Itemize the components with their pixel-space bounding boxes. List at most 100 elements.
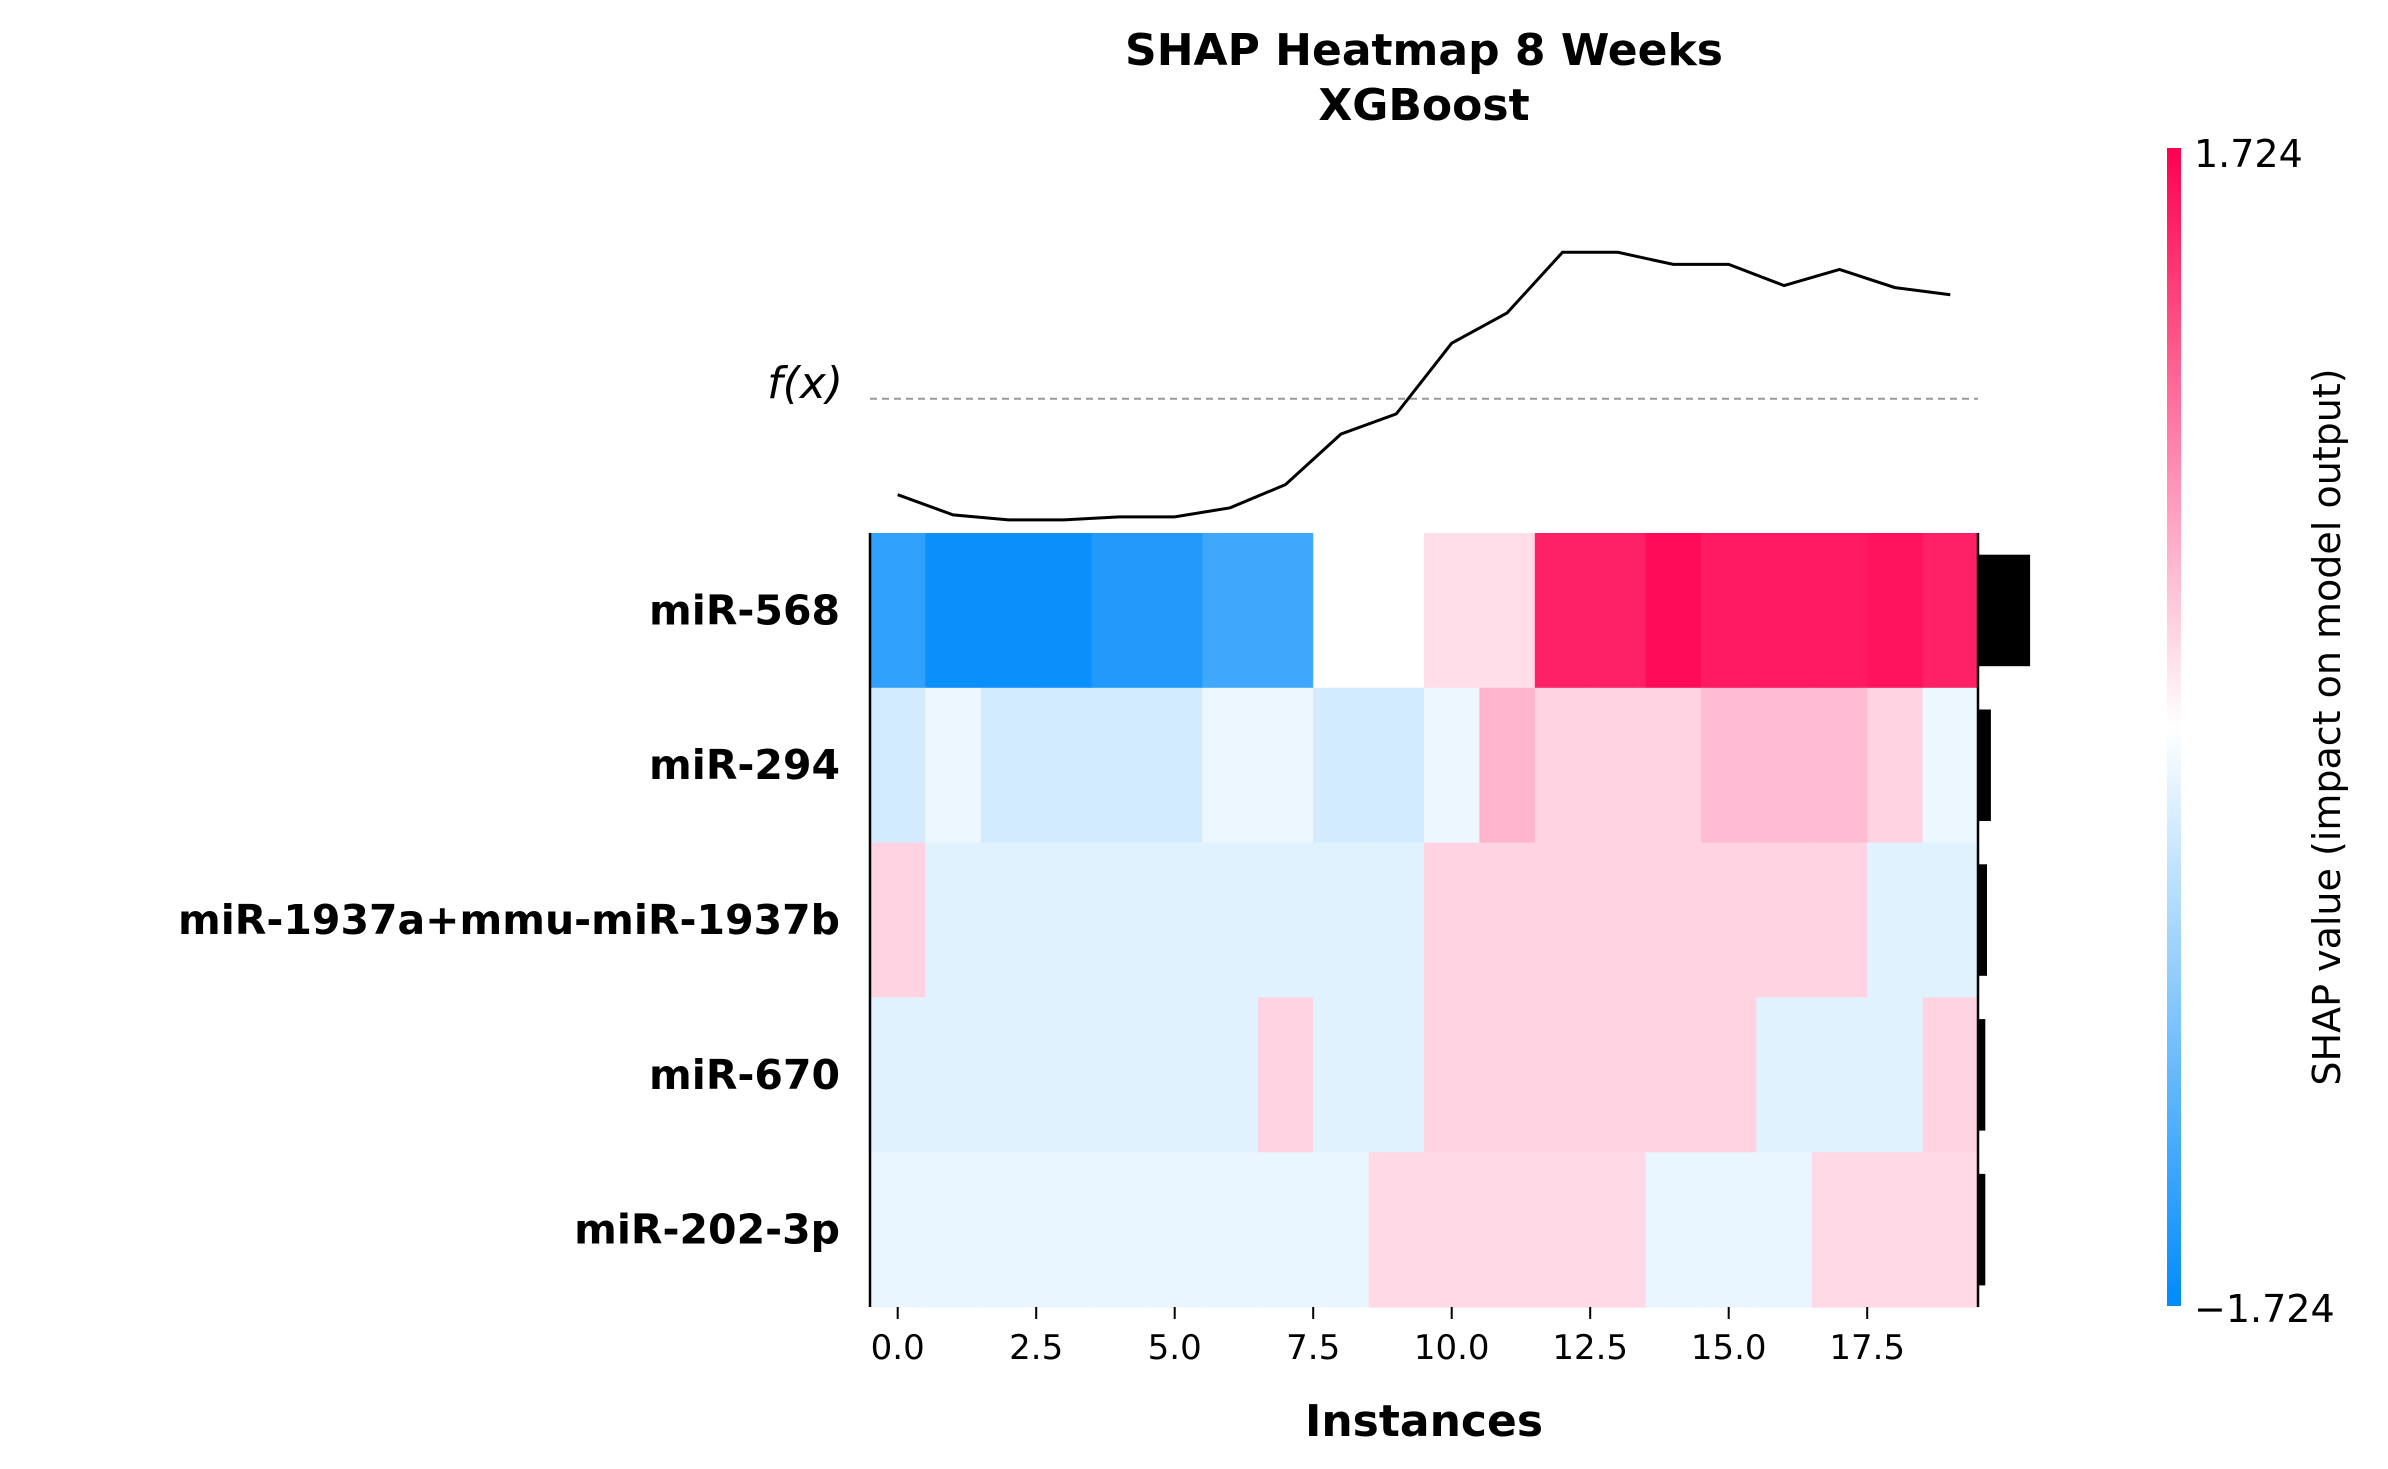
heatmap-cell	[1756, 842, 1813, 998]
heatmap-cell	[1922, 997, 1979, 1153]
heatmap-cell	[1811, 533, 1868, 689]
heatmap-cell	[1147, 997, 1203, 1153]
heatmap-cell	[1313, 842, 1370, 998]
colorbar	[2167, 148, 2181, 1306]
heatmap-cell	[1147, 842, 1203, 998]
heatmap-cell	[870, 842, 926, 998]
heatmap-cell	[1590, 1152, 1647, 1308]
heatmap-cell	[925, 842, 982, 998]
heatmap-cell	[980, 1152, 1037, 1308]
feature-importance-bars	[1978, 554, 2031, 1286]
x-tick-label: 10.0	[1414, 1328, 1490, 1368]
x-tick-label: 15.0	[1691, 1328, 1767, 1368]
chart-title: SHAP Heatmap 8 Weeks	[1125, 25, 1723, 76]
heatmap-cell	[870, 997, 926, 1153]
importance-bar	[1978, 1173, 1986, 1286]
heatmap-cell	[1424, 687, 1480, 844]
heatmap-cell	[1811, 997, 1868, 1153]
x-tick-label: 5.0	[1148, 1328, 1202, 1368]
heatmap-cell	[1922, 842, 1979, 998]
fx-label: f(x)	[767, 358, 843, 409]
heatmap-cell	[1590, 533, 1647, 689]
heatmap-cell	[1202, 842, 1259, 998]
heatmap-cell	[1867, 533, 1924, 689]
importance-bar	[1978, 554, 2031, 667]
heatmap-cell	[1202, 687, 1259, 844]
heatmap-cell	[1091, 1152, 1148, 1308]
heatmap-cell	[1091, 842, 1148, 998]
colorbar-min-label: −1.724	[2194, 1287, 2335, 1331]
heatmap-cell	[1257, 687, 1314, 844]
heatmap-cell	[1922, 533, 1979, 689]
heatmap-cell	[1645, 687, 1702, 844]
heatmap-cell	[1091, 533, 1148, 689]
heatmap-cell	[1036, 997, 1093, 1153]
heatmap-cell	[1701, 533, 1757, 689]
heatmap-cell	[1534, 1152, 1591, 1308]
heatmap-cell	[1534, 997, 1591, 1153]
heatmap-cell	[1257, 997, 1314, 1153]
heatmap-cell	[1147, 1152, 1203, 1308]
heatmap-cell	[1922, 687, 1979, 844]
x-tick-label: 2.5	[1009, 1328, 1063, 1368]
heatmap-cell	[1590, 997, 1647, 1153]
heatmap-cell	[1922, 1152, 1979, 1308]
importance-bar	[1978, 1019, 1986, 1131]
heatmap-cells	[870, 533, 1979, 1308]
heatmap-cell	[1811, 1152, 1868, 1308]
heatmap-cell	[1424, 997, 1480, 1153]
heatmap-cell	[1534, 533, 1591, 689]
heatmap-cell	[870, 533, 926, 689]
heatmap-cell	[980, 533, 1037, 689]
colorbar-max-label: 1.724	[2194, 132, 2303, 176]
heatmap-cell	[980, 997, 1037, 1153]
heatmap-cell	[1756, 997, 1813, 1153]
x-tick-label: 7.5	[1286, 1328, 1340, 1368]
heatmap-cell	[925, 1152, 982, 1308]
heatmap-cell	[1867, 1152, 1924, 1308]
heatmap-cell	[1368, 842, 1425, 998]
heatmap-cell	[1701, 997, 1757, 1153]
heatmap-cell	[1036, 1152, 1093, 1308]
fx-line	[897, 250, 1951, 522]
x-axis-label: Instances	[1305, 1396, 1543, 1447]
heatmap-cell	[1036, 842, 1093, 998]
heatmap-cell	[1147, 687, 1203, 844]
heatmap-cell	[1479, 842, 1536, 998]
heatmap-cell	[1756, 533, 1813, 689]
x-tick-label: 17.5	[1829, 1328, 1905, 1368]
feature-label: miR-1937a+mmu-miR-1937b	[178, 896, 840, 944]
heatmap-cell	[1756, 1152, 1813, 1308]
heatmap-cell	[1368, 687, 1425, 844]
heatmap-cell	[1147, 533, 1203, 689]
heatmap-cell	[1867, 842, 1924, 998]
heatmap-cell	[1645, 997, 1702, 1153]
importance-bar	[1978, 709, 1991, 821]
heatmap-cell	[1313, 997, 1370, 1153]
colorbar-label: SHAP value (impact on model output)	[2305, 368, 2349, 1085]
heatmap-cell	[1257, 533, 1314, 689]
heatmap-cell	[1257, 1152, 1314, 1308]
x-tick-label: 12.5	[1552, 1328, 1628, 1368]
heatmap-cell	[925, 997, 982, 1153]
heatmap-cell	[1701, 1152, 1757, 1308]
heatmap-cell	[980, 842, 1037, 998]
heatmap-cell	[1424, 1152, 1480, 1308]
heatmap-cell	[1313, 687, 1370, 844]
heatmap-cell	[1368, 997, 1425, 1153]
heatmap-cell	[1645, 1152, 1702, 1308]
heatmap-cell	[925, 533, 982, 689]
x-tick-label: 0.0	[871, 1328, 925, 1368]
heatmap-cell	[1534, 687, 1591, 844]
heatmap-cell	[1701, 842, 1757, 998]
heatmap-cell	[1368, 533, 1425, 689]
x-axis-ticks: 0.0 2.5 5.0 7.5 10.0 12.5 15.0 17.5	[871, 1307, 1905, 1368]
heatmap-cell	[1701, 687, 1757, 844]
heatmap-cell	[1424, 842, 1480, 998]
heatmap-cell	[1479, 687, 1536, 844]
heatmap-cell	[1091, 687, 1148, 844]
heatmap-cell	[1257, 842, 1314, 998]
heatmap-cell	[1202, 1152, 1259, 1308]
heatmap-cell	[1424, 533, 1480, 689]
